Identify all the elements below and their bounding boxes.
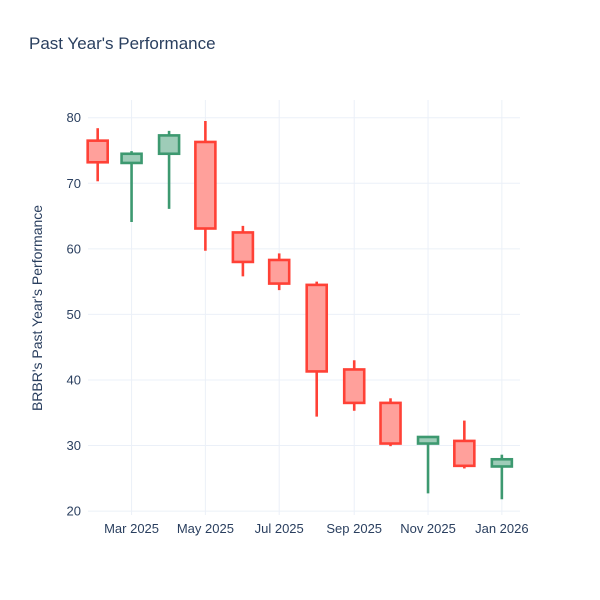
x-tick-label: Jan 2026	[475, 521, 529, 536]
candle-body	[490, 457, 514, 468]
x-tick-label: Nov 2025	[400, 521, 456, 536]
candle-body	[416, 435, 440, 445]
candle-jun-2025[interactable]	[231, 225, 255, 277]
candle-aug-2025[interactable]	[305, 281, 329, 417]
x-tick-label: Mar 2025	[104, 521, 159, 536]
candle-body	[157, 134, 181, 156]
candle-body	[267, 258, 291, 285]
x-tick-label: Jul 2025	[255, 521, 304, 536]
candle-body	[379, 401, 402, 445]
candle-jan-2026[interactable]	[490, 454, 514, 500]
candle-body	[120, 152, 143, 165]
x-tick-label: May 2025	[177, 521, 234, 536]
chart-title: Past Year's Performance	[29, 34, 216, 53]
y-tick-label: 80	[67, 110, 81, 125]
candle-sep-2025[interactable]	[342, 360, 366, 411]
y-tick-label: 40	[67, 372, 81, 387]
y-tick-label: 30	[67, 438, 81, 453]
y-tick-label: 60	[67, 241, 81, 256]
candle-jul-2025[interactable]	[267, 253, 291, 291]
y-tick-label: 50	[67, 307, 81, 322]
candle-body	[305, 283, 329, 373]
candle-body	[231, 231, 255, 264]
candle-dec-2025[interactable]	[453, 420, 476, 469]
y-tick-label: 70	[67, 176, 81, 191]
candle-nov-2025[interactable]	[416, 435, 440, 494]
candle-mar-2025[interactable]	[120, 151, 143, 222]
candle-apr-2025[interactable]	[157, 130, 181, 209]
candle-body	[86, 139, 109, 164]
candle-body	[194, 140, 217, 230]
candle-body	[453, 439, 476, 468]
x-tick-label: Sep 2025	[326, 521, 382, 536]
candle-oct-2025[interactable]	[379, 398, 402, 447]
candle-feb-2025[interactable]	[86, 128, 109, 182]
y-tick-label: 20	[67, 504, 81, 519]
candle-body	[342, 368, 366, 405]
candle-may-2025[interactable]	[194, 120, 217, 251]
